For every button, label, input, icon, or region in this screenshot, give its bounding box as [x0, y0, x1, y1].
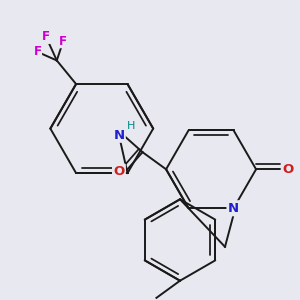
Text: O: O — [113, 165, 124, 178]
Text: F: F — [59, 35, 67, 48]
Text: N: N — [113, 128, 124, 142]
Text: N: N — [228, 202, 239, 215]
Text: O: O — [283, 163, 294, 176]
Text: F: F — [42, 30, 50, 44]
Text: F: F — [34, 45, 41, 58]
Text: H: H — [127, 122, 135, 131]
